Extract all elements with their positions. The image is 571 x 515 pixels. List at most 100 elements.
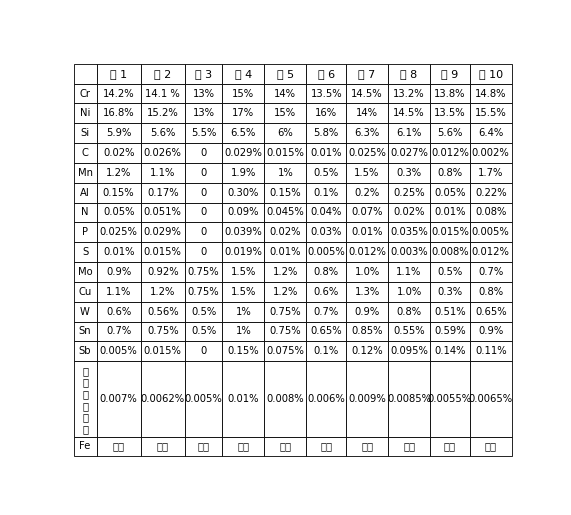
Bar [264, 437, 306, 456]
Text: 0.006%: 0.006% [307, 394, 345, 404]
Text: S: S [82, 247, 88, 257]
Bar [96, 242, 140, 262]
Bar [346, 183, 388, 202]
Text: 余量: 余量 [403, 441, 415, 452]
Text: 1.2%: 1.2% [150, 287, 175, 297]
Bar [223, 123, 264, 143]
Text: 0.5%: 0.5% [313, 168, 339, 178]
Text: 其: 其 [82, 366, 88, 376]
Bar [74, 262, 96, 282]
Text: 0.015%: 0.015% [431, 227, 469, 237]
Bar [264, 222, 306, 242]
Bar [223, 183, 264, 202]
Text: 0.01%: 0.01% [228, 394, 259, 404]
Text: 例 5: 例 5 [277, 68, 294, 79]
Bar [96, 262, 140, 282]
Bar [74, 64, 96, 83]
Text: 0.75%: 0.75% [188, 267, 219, 277]
Bar [430, 143, 470, 163]
Text: 0.7%: 0.7% [478, 267, 503, 277]
Text: 1.1%: 1.1% [150, 168, 175, 178]
Bar [306, 104, 346, 123]
Text: 17%: 17% [232, 108, 255, 118]
Text: 0.15%: 0.15% [103, 187, 134, 198]
Bar [96, 302, 140, 321]
Bar [388, 163, 430, 183]
Text: 例 10: 例 10 [478, 68, 503, 79]
Bar [306, 163, 346, 183]
Bar [306, 282, 346, 302]
Bar [264, 163, 306, 183]
Text: 余量: 余量 [444, 441, 456, 452]
Text: 0.029%: 0.029% [224, 148, 262, 158]
Text: Sb: Sb [79, 346, 91, 356]
Bar [430, 64, 470, 83]
Text: 他: 他 [82, 377, 88, 388]
Bar [346, 123, 388, 143]
Text: 0.56%: 0.56% [147, 306, 179, 317]
Bar [96, 282, 140, 302]
Text: 0.30%: 0.30% [228, 187, 259, 198]
Text: 0.0065%: 0.0065% [469, 394, 513, 404]
Text: 微: 微 [82, 389, 88, 399]
Text: 元: 元 [82, 413, 88, 422]
Text: 0.8%: 0.8% [396, 306, 421, 317]
Text: 0.04%: 0.04% [311, 208, 342, 217]
Bar [264, 282, 306, 302]
Text: 1%: 1% [278, 168, 293, 178]
Text: 0.05%: 0.05% [434, 187, 465, 198]
Bar [74, 302, 96, 321]
Text: 余量: 余量 [157, 441, 169, 452]
Bar [346, 242, 388, 262]
Bar [430, 361, 470, 437]
Bar [470, 437, 512, 456]
Text: Mo: Mo [78, 267, 93, 277]
Text: 1.0%: 1.0% [396, 287, 421, 297]
Bar [388, 262, 430, 282]
Text: 0.035%: 0.035% [390, 227, 428, 237]
Text: C: C [82, 148, 89, 158]
Text: 13.5%: 13.5% [311, 89, 342, 98]
Bar [185, 242, 223, 262]
Text: Al: Al [80, 187, 90, 198]
Bar [306, 242, 346, 262]
Text: Cr: Cr [79, 89, 91, 98]
Bar [470, 262, 512, 282]
Bar [346, 321, 388, 341]
Text: 例 2: 例 2 [154, 68, 171, 79]
Bar [306, 183, 346, 202]
Text: 0.01%: 0.01% [270, 247, 301, 257]
Bar [140, 242, 185, 262]
Bar [430, 437, 470, 456]
Bar [96, 104, 140, 123]
Bar [430, 202, 470, 222]
Bar [96, 341, 140, 361]
Text: 0.8%: 0.8% [478, 287, 503, 297]
Bar [185, 222, 223, 242]
Text: 0: 0 [200, 346, 207, 356]
Text: 14.5%: 14.5% [351, 89, 383, 98]
Bar [96, 361, 140, 437]
Bar [140, 361, 185, 437]
Bar [223, 262, 264, 282]
Text: 6.4%: 6.4% [478, 128, 503, 138]
Text: 5.6%: 5.6% [150, 128, 175, 138]
Text: 0.12%: 0.12% [351, 346, 383, 356]
Text: 余量: 余量 [485, 441, 497, 452]
Bar [264, 262, 306, 282]
Text: 0.009%: 0.009% [348, 394, 386, 404]
Bar [74, 123, 96, 143]
Text: 0.012%: 0.012% [472, 247, 510, 257]
Bar [223, 64, 264, 83]
Text: 0.75%: 0.75% [270, 327, 301, 336]
Bar [74, 282, 96, 302]
Text: 13%: 13% [192, 89, 215, 98]
Bar [140, 64, 185, 83]
Bar [140, 341, 185, 361]
Bar [264, 104, 306, 123]
Text: 0.0055%: 0.0055% [428, 394, 472, 404]
Text: 0.007%: 0.007% [100, 394, 138, 404]
Text: 0.09%: 0.09% [228, 208, 259, 217]
Text: 1.3%: 1.3% [355, 287, 380, 297]
Bar [470, 242, 512, 262]
